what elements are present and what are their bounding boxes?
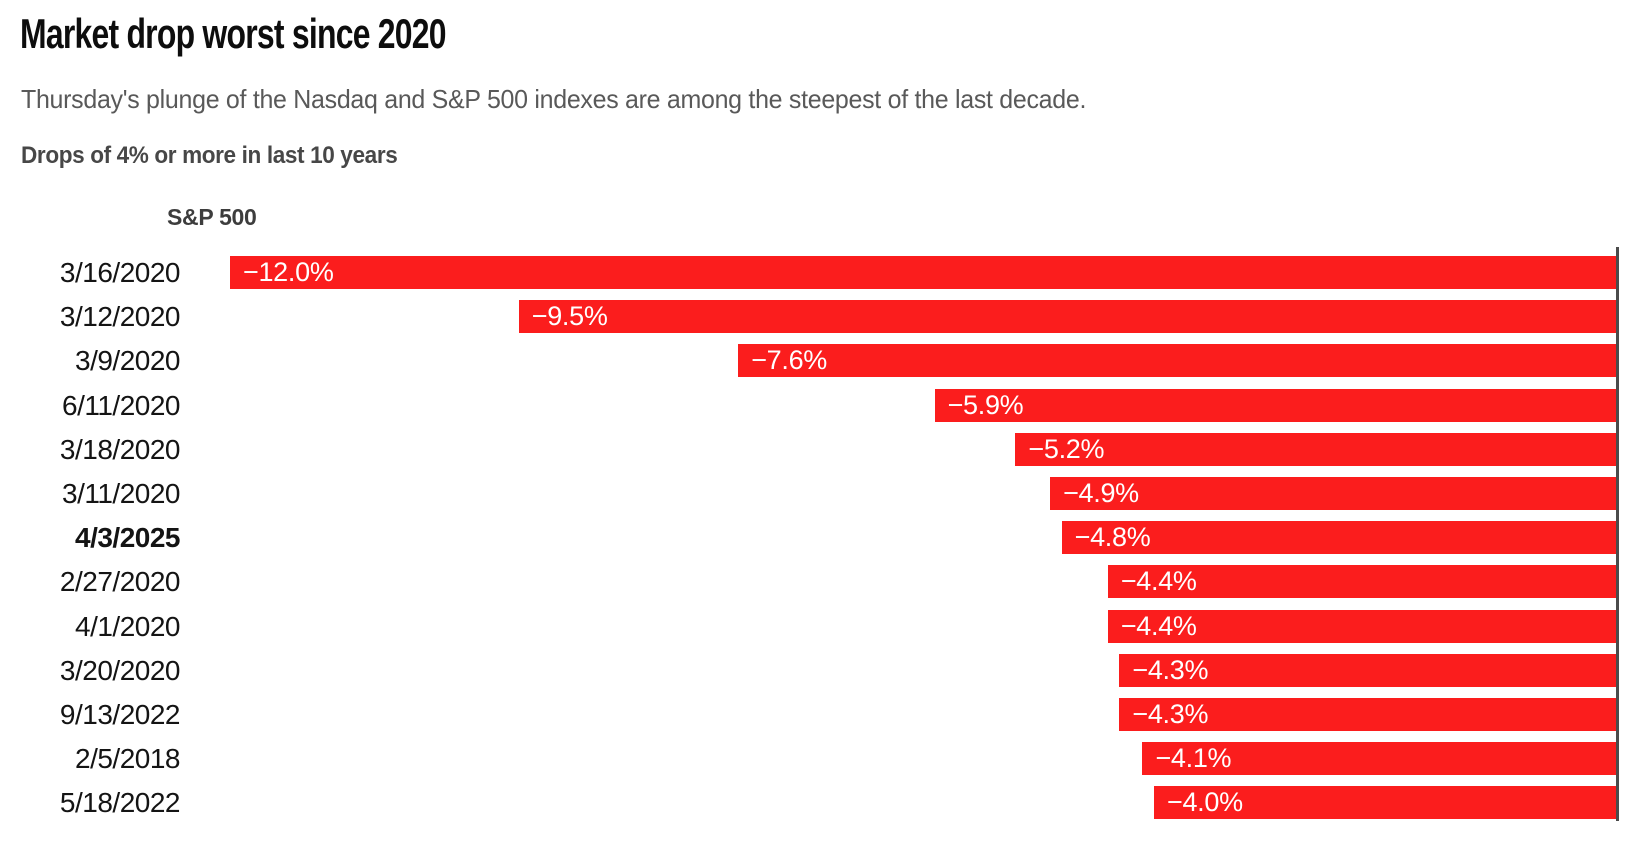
date-label: 3/16/2020 <box>59 257 181 288</box>
bar-row: 2/27/2020 −4.4% <box>0 565 1616 599</box>
date-label: 2/5/2018 <box>75 743 181 775</box>
bar-row: 4/3/2025 −4.8% <box>0 521 1616 555</box>
value-label: −12.0% <box>243 257 334 287</box>
bar-row: 6/11/2020 −5.9% <box>0 388 1616 422</box>
bar-track: −4.4% <box>230 565 1616 599</box>
bar: −4.3% <box>1119 697 1616 731</box>
date-label: 9/13/2022 <box>59 698 181 730</box>
date-label: 6/11/2020 <box>62 389 181 421</box>
bar-track: −4.3% <box>230 697 1616 731</box>
bar: −4.4% <box>1107 609 1616 643</box>
value-label: −4.4% <box>1120 566 1197 597</box>
bar: −4.3% <box>1119 653 1616 687</box>
bar: −4.1% <box>1142 742 1616 776</box>
bar-row: 3/12/2020 −9.5% <box>0 300 1616 334</box>
bar-track: −4.8% <box>230 521 1616 555</box>
bar-row: 3/18/2020 −5.2% <box>0 432 1616 466</box>
bar: −7.6% <box>738 344 1616 378</box>
value-label: −4.4% <box>1120 610 1197 641</box>
bar: −4.9% <box>1050 476 1616 510</box>
chart-title: Market drop worst since 2020 <box>20 10 447 57</box>
value-label: −4.3% <box>1132 698 1209 729</box>
bar-track: −4.0% <box>230 786 1616 820</box>
date-label: 3/18/2020 <box>59 433 181 465</box>
series-label-sp500: S&P 500 <box>167 204 257 230</box>
bar-row: 9/13/2022 −4.3% <box>0 697 1616 731</box>
bar: −4.0% <box>1154 786 1616 820</box>
bar-track: −5.2% <box>230 432 1616 466</box>
date-label: 2/27/2020 <box>59 566 181 598</box>
bar: −5.9% <box>934 388 1616 422</box>
bar-track: −7.6% <box>230 344 1616 378</box>
bar-row: 3/16/2020 −12.0% <box>0 256 1616 289</box>
bar-row: 3/11/2020 −4.9% <box>0 476 1616 510</box>
bar: −5.2% <box>1015 432 1616 466</box>
value-label: −4.0% <box>1167 787 1243 818</box>
bar: −9.5% <box>518 300 1616 334</box>
date-label: 4/1/2020 <box>75 610 181 642</box>
y-axis-baseline <box>1616 247 1619 821</box>
value-label: −4.3% <box>1132 654 1209 685</box>
bar-row: 2/5/2018 −4.1% <box>0 742 1616 776</box>
value-label: −5.9% <box>947 389 1024 420</box>
bar: −12.0% <box>230 256 1616 289</box>
bar-track: −4.9% <box>230 476 1616 510</box>
bar-row: 3/9/2020 −7.6% <box>0 344 1616 378</box>
date-label: 3/20/2020 <box>59 654 181 686</box>
bar: −4.4% <box>1107 565 1616 599</box>
bar-track: −5.9% <box>230 388 1616 422</box>
value-label: −5.2% <box>1028 433 1105 464</box>
bar-track: −4.1% <box>230 742 1616 776</box>
date-label: 3/9/2020 <box>75 345 181 377</box>
chart-subtitle: Thursday's plunge of the Nasdaq and S&P … <box>21 84 1087 114</box>
bar-row: 3/20/2020 −4.3% <box>0 653 1616 687</box>
bar-chart: 3/16/2020 −12.0% 3/12/2020 −9.5% 3/9/202… <box>0 247 1644 836</box>
value-label: −4.1% <box>1155 743 1232 774</box>
date-label: 3/11/2020 <box>62 477 181 509</box>
bar-track: −12.0% <box>230 256 1616 289</box>
bar-row: 5/18/2022 −4.0% <box>0 786 1616 820</box>
bar-track: −4.3% <box>230 653 1616 687</box>
value-label: −4.9% <box>1063 477 1139 508</box>
chart-section-label: Drops of 4% or more in last 10 years <box>21 142 398 169</box>
bar-row: 4/1/2020 −4.4% <box>0 609 1616 643</box>
bar-rows: 3/16/2020 −12.0% 3/12/2020 −9.5% 3/9/202… <box>0 256 1616 820</box>
value-label: −7.6% <box>751 345 828 376</box>
bar-track: −9.5% <box>230 300 1616 334</box>
bar-track: −4.4% <box>230 609 1616 643</box>
value-label: −4.8% <box>1074 522 1151 553</box>
bar: −4.8% <box>1061 521 1616 555</box>
date-label: 3/12/2020 <box>59 301 181 333</box>
date-label: 5/18/2022 <box>59 787 181 819</box>
date-label: 4/3/2025 <box>75 522 181 554</box>
value-label: −9.5% <box>531 301 608 332</box>
